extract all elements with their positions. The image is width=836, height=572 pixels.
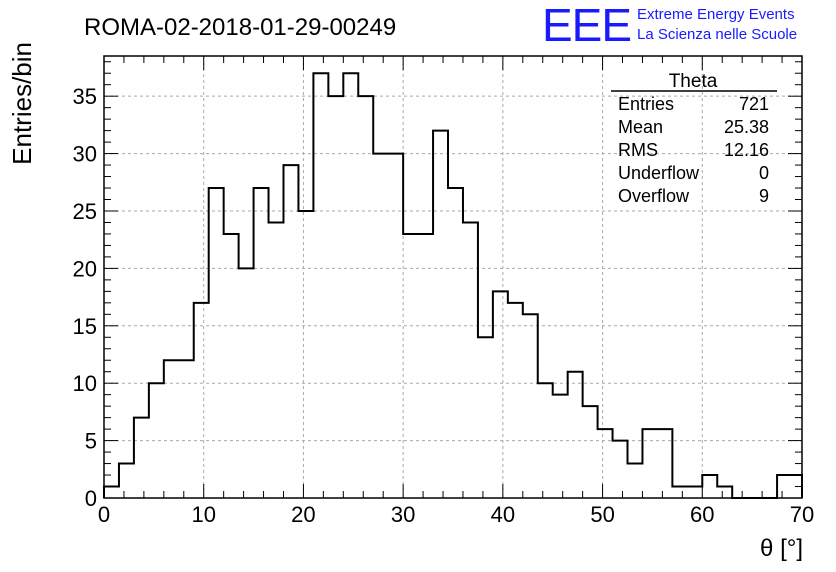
stats-row-label: Mean (618, 117, 663, 137)
stats-row-label: Entries (618, 94, 674, 114)
histogram-bar (508, 303, 523, 498)
y-axis-label: Entries/bin (7, 42, 37, 165)
histogram-bar (717, 487, 732, 498)
histogram-bar (613, 441, 628, 498)
y-tick-label: 35 (73, 84, 97, 109)
x-axis-ticks: 0 10 20 30 40 50 60 70 (98, 56, 814, 527)
histogram-bar (568, 372, 583, 498)
eee-logo-line1: Extreme Energy Events (637, 6, 795, 23)
histogram-bar (164, 360, 179, 498)
histogram-bar (553, 395, 568, 498)
histogram-bar (358, 96, 373, 498)
grid-lines (104, 56, 802, 498)
eee-logo: EEE Extreme Energy Events La Scienza nel… (542, 0, 797, 51)
x-tick-label: 70 (790, 502, 814, 527)
stats-row-value: 0 (759, 163, 769, 183)
histogram-bar (298, 211, 313, 498)
y-tick-label: 30 (73, 142, 97, 167)
histogram-bar (687, 487, 702, 498)
histogram-bar (657, 429, 672, 498)
histogram-bar (672, 487, 687, 498)
histogram-bar (702, 475, 717, 498)
histogram-bar (328, 96, 343, 498)
y-tick-label: 15 (73, 314, 97, 339)
histogram-bar (179, 360, 194, 498)
histogram-bar (254, 188, 269, 498)
stats-box: Theta Entries 721 Mean 25.38 RMS 12.16 Underfl… (611, 71, 777, 206)
y-tick-label: 25 (73, 199, 97, 224)
histogram-bar (119, 464, 134, 498)
x-tick-label: 60 (690, 502, 714, 527)
x-tick-label: 50 (590, 502, 614, 527)
histogram-bar (493, 291, 508, 498)
histogram-bar (478, 337, 493, 498)
histogram-bar (194, 303, 209, 498)
histogram-bar (104, 487, 119, 498)
run-title: ROMA-02-2018-01-29-00249 (84, 14, 396, 41)
histogram-bar (239, 268, 254, 498)
stats-box-rows: Entries 721 Mean 25.38 RMS 12.16 Underflow 0 Ove… (618, 94, 769, 206)
histogram-outline (103, 72, 803, 499)
x-tick-label: 10 (191, 502, 215, 527)
histogram-bar (403, 234, 418, 498)
y-tick-label: 5 (85, 429, 97, 454)
histogram-bar (642, 429, 657, 498)
stats-box-title: Theta (669, 71, 718, 92)
histogram-bar (418, 234, 433, 498)
histogram-bar (433, 131, 448, 498)
stats-row-value: 12.16 (724, 140, 769, 160)
eee-logo-line2: La Scienza nelle Scuole (637, 26, 797, 43)
histogram-bar (463, 222, 478, 498)
histogram-bars (103, 72, 803, 499)
histogram-bar (134, 418, 149, 498)
stats-row-value: 9 (759, 186, 769, 206)
x-tick-label: 40 (491, 502, 515, 527)
stats-row-label: RMS (618, 140, 658, 160)
histogram-bar (269, 222, 284, 498)
histogram-bar (224, 234, 239, 498)
histogram-bar (149, 383, 164, 498)
histogram-bar (448, 188, 463, 498)
y-tick-label: 20 (73, 256, 97, 281)
x-tick-label: 30 (391, 502, 415, 527)
y-tick-label: 0 (85, 486, 97, 511)
histogram-bar (283, 165, 298, 498)
stats-row-value: 25.38 (724, 117, 769, 137)
histogram-bar (598, 429, 613, 498)
stats-row-label: Underflow (618, 163, 700, 183)
x-tick-label: 20 (291, 502, 315, 527)
stats-row-label: Overflow (618, 186, 690, 206)
histogram-bar (313, 73, 328, 498)
histogram-bar (583, 406, 598, 498)
histogram-bar (523, 314, 538, 498)
x-axis-label: θ [°] (760, 535, 803, 562)
histogram-bar (777, 475, 792, 498)
histogram-bar (343, 73, 358, 498)
stats-row-value: 721 (739, 94, 769, 114)
histogram-bar (209, 188, 224, 498)
y-tick-label: 10 (73, 371, 97, 396)
axes-frame (103, 55, 803, 499)
eee-logo-mark: EEE (542, 0, 631, 51)
plot-frame (103, 55, 803, 499)
histogram-bar (628, 464, 643, 498)
x-tick-label: 0 (98, 502, 110, 527)
y-axis-ticks: 0 5 10 15 20 25 30 35 (73, 61, 802, 511)
